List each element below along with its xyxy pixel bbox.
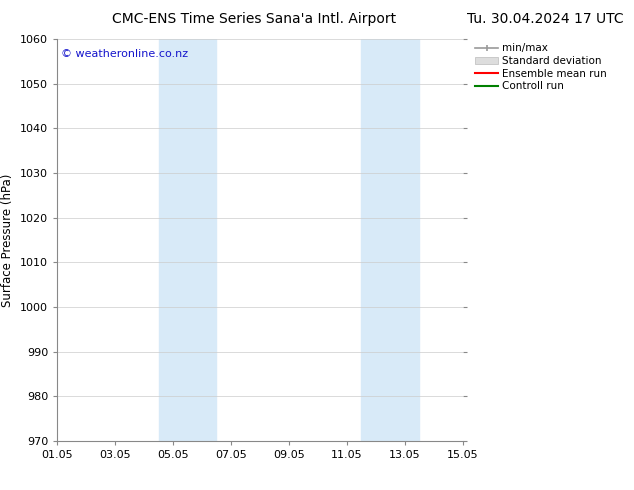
Y-axis label: Surface Pressure (hPa): Surface Pressure (hPa) bbox=[1, 173, 15, 307]
Text: © weatheronline.co.nz: © weatheronline.co.nz bbox=[61, 49, 188, 59]
Text: Tu. 30.04.2024 17 UTC: Tu. 30.04.2024 17 UTC bbox=[467, 12, 624, 26]
Bar bbox=[158, 39, 216, 441]
Legend: min/max, Standard deviation, Ensemble mean run, Controll run: min/max, Standard deviation, Ensemble me… bbox=[471, 39, 611, 96]
Bar bbox=[361, 39, 419, 441]
Text: CMC-ENS Time Series Sana'a Intl. Airport: CMC-ENS Time Series Sana'a Intl. Airport bbox=[112, 12, 396, 26]
